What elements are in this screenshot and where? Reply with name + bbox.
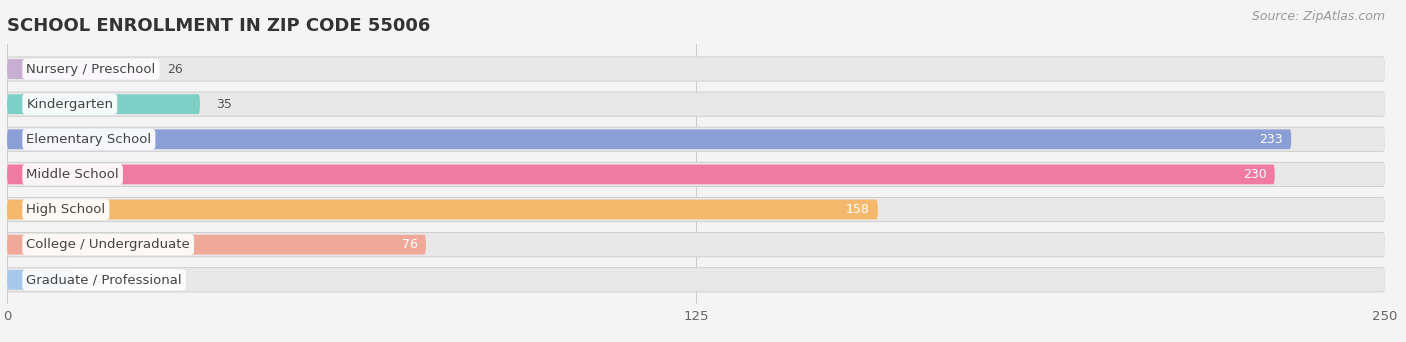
FancyBboxPatch shape	[7, 163, 1385, 186]
Text: High School: High School	[27, 203, 105, 216]
FancyBboxPatch shape	[7, 92, 1385, 117]
Text: 230: 230	[1243, 168, 1267, 181]
FancyBboxPatch shape	[7, 270, 73, 290]
FancyBboxPatch shape	[7, 232, 1385, 257]
FancyBboxPatch shape	[7, 162, 1385, 187]
FancyBboxPatch shape	[7, 57, 1385, 81]
Text: 35: 35	[217, 98, 232, 111]
Text: Source: ZipAtlas.com: Source: ZipAtlas.com	[1251, 10, 1385, 23]
FancyBboxPatch shape	[7, 165, 1275, 184]
Text: 26: 26	[167, 63, 183, 76]
FancyBboxPatch shape	[7, 197, 1385, 222]
Text: 12: 12	[90, 273, 105, 286]
Text: 76: 76	[402, 238, 418, 251]
Text: 233: 233	[1260, 133, 1282, 146]
Text: Graduate / Professional: Graduate / Professional	[27, 273, 181, 286]
FancyBboxPatch shape	[7, 128, 1385, 151]
FancyBboxPatch shape	[7, 198, 1385, 221]
FancyBboxPatch shape	[7, 129, 1291, 149]
Text: Middle School: Middle School	[27, 168, 120, 181]
FancyBboxPatch shape	[7, 233, 1385, 256]
Text: 158: 158	[845, 203, 869, 216]
FancyBboxPatch shape	[7, 59, 150, 79]
FancyBboxPatch shape	[7, 56, 1385, 82]
FancyBboxPatch shape	[7, 94, 200, 114]
FancyBboxPatch shape	[7, 93, 1385, 116]
FancyBboxPatch shape	[7, 268, 1385, 291]
Text: Kindergarten: Kindergarten	[27, 98, 114, 111]
FancyBboxPatch shape	[7, 267, 1385, 292]
FancyBboxPatch shape	[7, 200, 877, 220]
FancyBboxPatch shape	[7, 127, 1385, 152]
Text: Elementary School: Elementary School	[27, 133, 152, 146]
FancyBboxPatch shape	[7, 235, 426, 254]
Text: Nursery / Preschool: Nursery / Preschool	[27, 63, 156, 76]
Text: College / Undergraduate: College / Undergraduate	[27, 238, 190, 251]
Text: SCHOOL ENROLLMENT IN ZIP CODE 55006: SCHOOL ENROLLMENT IN ZIP CODE 55006	[7, 16, 430, 35]
